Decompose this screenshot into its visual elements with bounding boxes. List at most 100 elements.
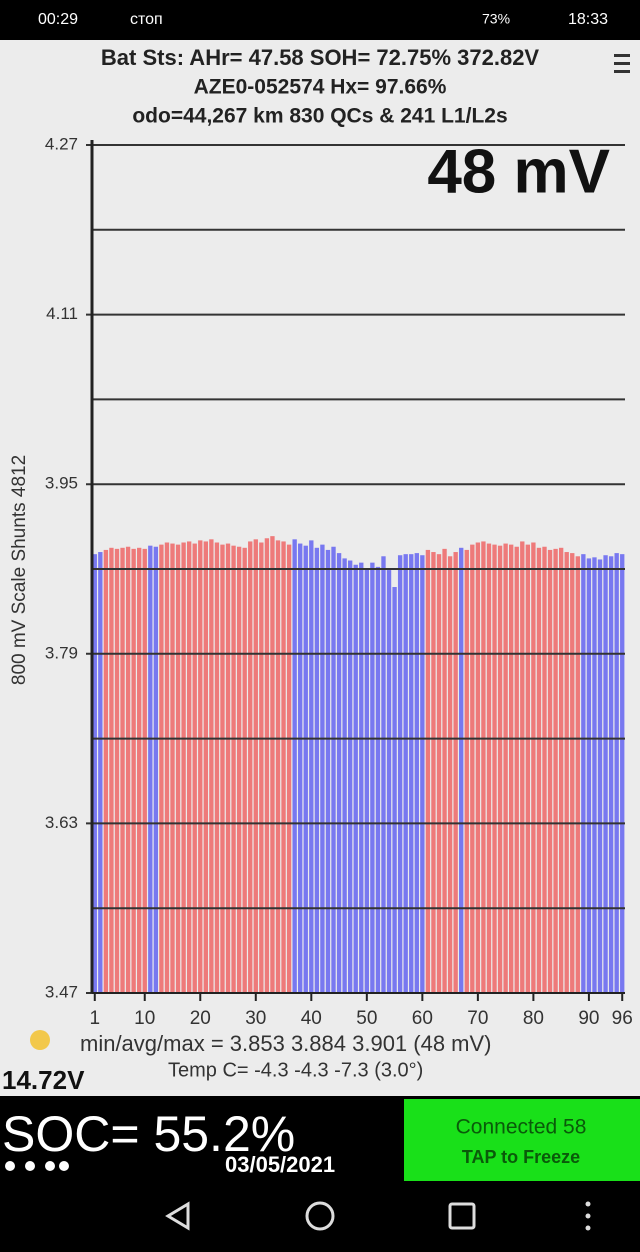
x-tick-label: 80 xyxy=(523,1008,544,1029)
bar xyxy=(525,544,531,993)
bar xyxy=(120,547,125,993)
nav-bar xyxy=(0,1190,640,1252)
bar xyxy=(342,558,347,993)
bar xyxy=(248,541,253,993)
bar xyxy=(464,549,469,993)
nav-home[interactable] xyxy=(305,1201,335,1231)
bar xyxy=(497,545,503,993)
bar xyxy=(403,554,408,993)
y-tick-label: 3.95 xyxy=(45,474,78,493)
bar xyxy=(137,547,142,993)
bar xyxy=(98,552,103,993)
bar xyxy=(375,566,381,993)
status-battery: 73% xyxy=(482,11,510,27)
bar xyxy=(442,548,447,993)
bar xyxy=(209,539,214,993)
bar xyxy=(153,546,159,993)
bar xyxy=(270,536,275,993)
bar xyxy=(542,546,547,993)
bar xyxy=(586,558,592,993)
y-tick-label: 3.47 xyxy=(45,982,78,1001)
bar xyxy=(198,540,203,993)
bar xyxy=(103,549,109,993)
bar xyxy=(114,548,120,993)
bar xyxy=(381,556,386,993)
header-line: AZE0-052574 Hx= 97.66% xyxy=(194,76,447,99)
connect-button[interactable] xyxy=(404,1099,640,1181)
bar xyxy=(286,544,292,993)
x-tick-label: 70 xyxy=(467,1008,488,1029)
x-tick-label: 96 xyxy=(612,1008,633,1029)
bar xyxy=(386,570,392,993)
bar xyxy=(325,549,331,993)
bar xyxy=(608,556,614,993)
bar xyxy=(481,541,486,993)
bar xyxy=(620,554,625,993)
bar xyxy=(181,542,186,993)
nav-recent[interactable] xyxy=(448,1202,476,1230)
bar xyxy=(581,554,586,993)
bar xyxy=(420,555,425,993)
bulb-icon[interactable] xyxy=(30,1030,50,1050)
x-tick-label: 1 xyxy=(89,1008,100,1029)
status-bar xyxy=(0,0,640,40)
bar xyxy=(159,544,164,993)
bar xyxy=(570,553,575,993)
y-axis-label: 800 mV Scale Shunts 4812 xyxy=(9,455,30,685)
bar xyxy=(353,564,358,993)
bar xyxy=(397,555,403,993)
bar xyxy=(531,542,536,993)
aux-voltage: 14.72V xyxy=(2,1065,85,1095)
bar xyxy=(336,553,342,993)
bar xyxy=(148,545,153,993)
soc: SOC= 55.2% xyxy=(2,1106,295,1162)
bar xyxy=(514,546,519,993)
bar xyxy=(436,554,442,993)
bar xyxy=(109,547,114,993)
chart-title: 48 mV xyxy=(427,137,610,206)
bar xyxy=(220,544,225,993)
nav-menu[interactable] xyxy=(585,1201,591,1231)
bar xyxy=(225,543,231,993)
bar xyxy=(298,543,303,993)
nav-back[interactable] xyxy=(165,1201,190,1231)
bar xyxy=(242,547,247,993)
bar xyxy=(259,542,264,993)
bar xyxy=(186,541,192,993)
bar xyxy=(564,552,569,993)
bar xyxy=(125,546,131,993)
bar xyxy=(214,542,220,993)
bar xyxy=(558,547,564,993)
bar xyxy=(164,542,170,993)
y-tick-label: 4.27 xyxy=(45,134,78,153)
bar xyxy=(547,549,553,993)
bar xyxy=(459,547,464,993)
bar xyxy=(520,541,525,993)
bar xyxy=(492,544,497,993)
dots xyxy=(5,1161,69,1171)
x-tick-label: 50 xyxy=(356,1008,377,1029)
bar xyxy=(281,541,286,993)
bar xyxy=(309,540,314,993)
bar xyxy=(575,556,580,993)
stats-minmax: min/avg/max = 3.853 3.884 3.901 (48 mV) xyxy=(80,1031,492,1056)
menu-icon[interactable] xyxy=(614,54,630,73)
bar xyxy=(475,542,481,993)
bar xyxy=(364,569,370,993)
x-tick-label: 90 xyxy=(578,1008,599,1029)
status-clock: 18:33 xyxy=(568,11,608,28)
bar xyxy=(320,544,325,993)
bar xyxy=(231,545,236,993)
header-line: Bat Sts: AHr= 47.58 SOH= 72.75% 372.82V xyxy=(101,45,540,70)
bar xyxy=(392,587,397,993)
bar xyxy=(553,548,558,993)
bar xyxy=(192,543,197,993)
bar xyxy=(486,543,492,993)
date: 03/05/2021 xyxy=(225,1152,335,1177)
bar xyxy=(603,555,608,993)
bar xyxy=(470,544,475,993)
bar xyxy=(292,539,297,993)
bar xyxy=(264,538,270,993)
bar xyxy=(253,539,258,993)
bar xyxy=(414,553,419,993)
